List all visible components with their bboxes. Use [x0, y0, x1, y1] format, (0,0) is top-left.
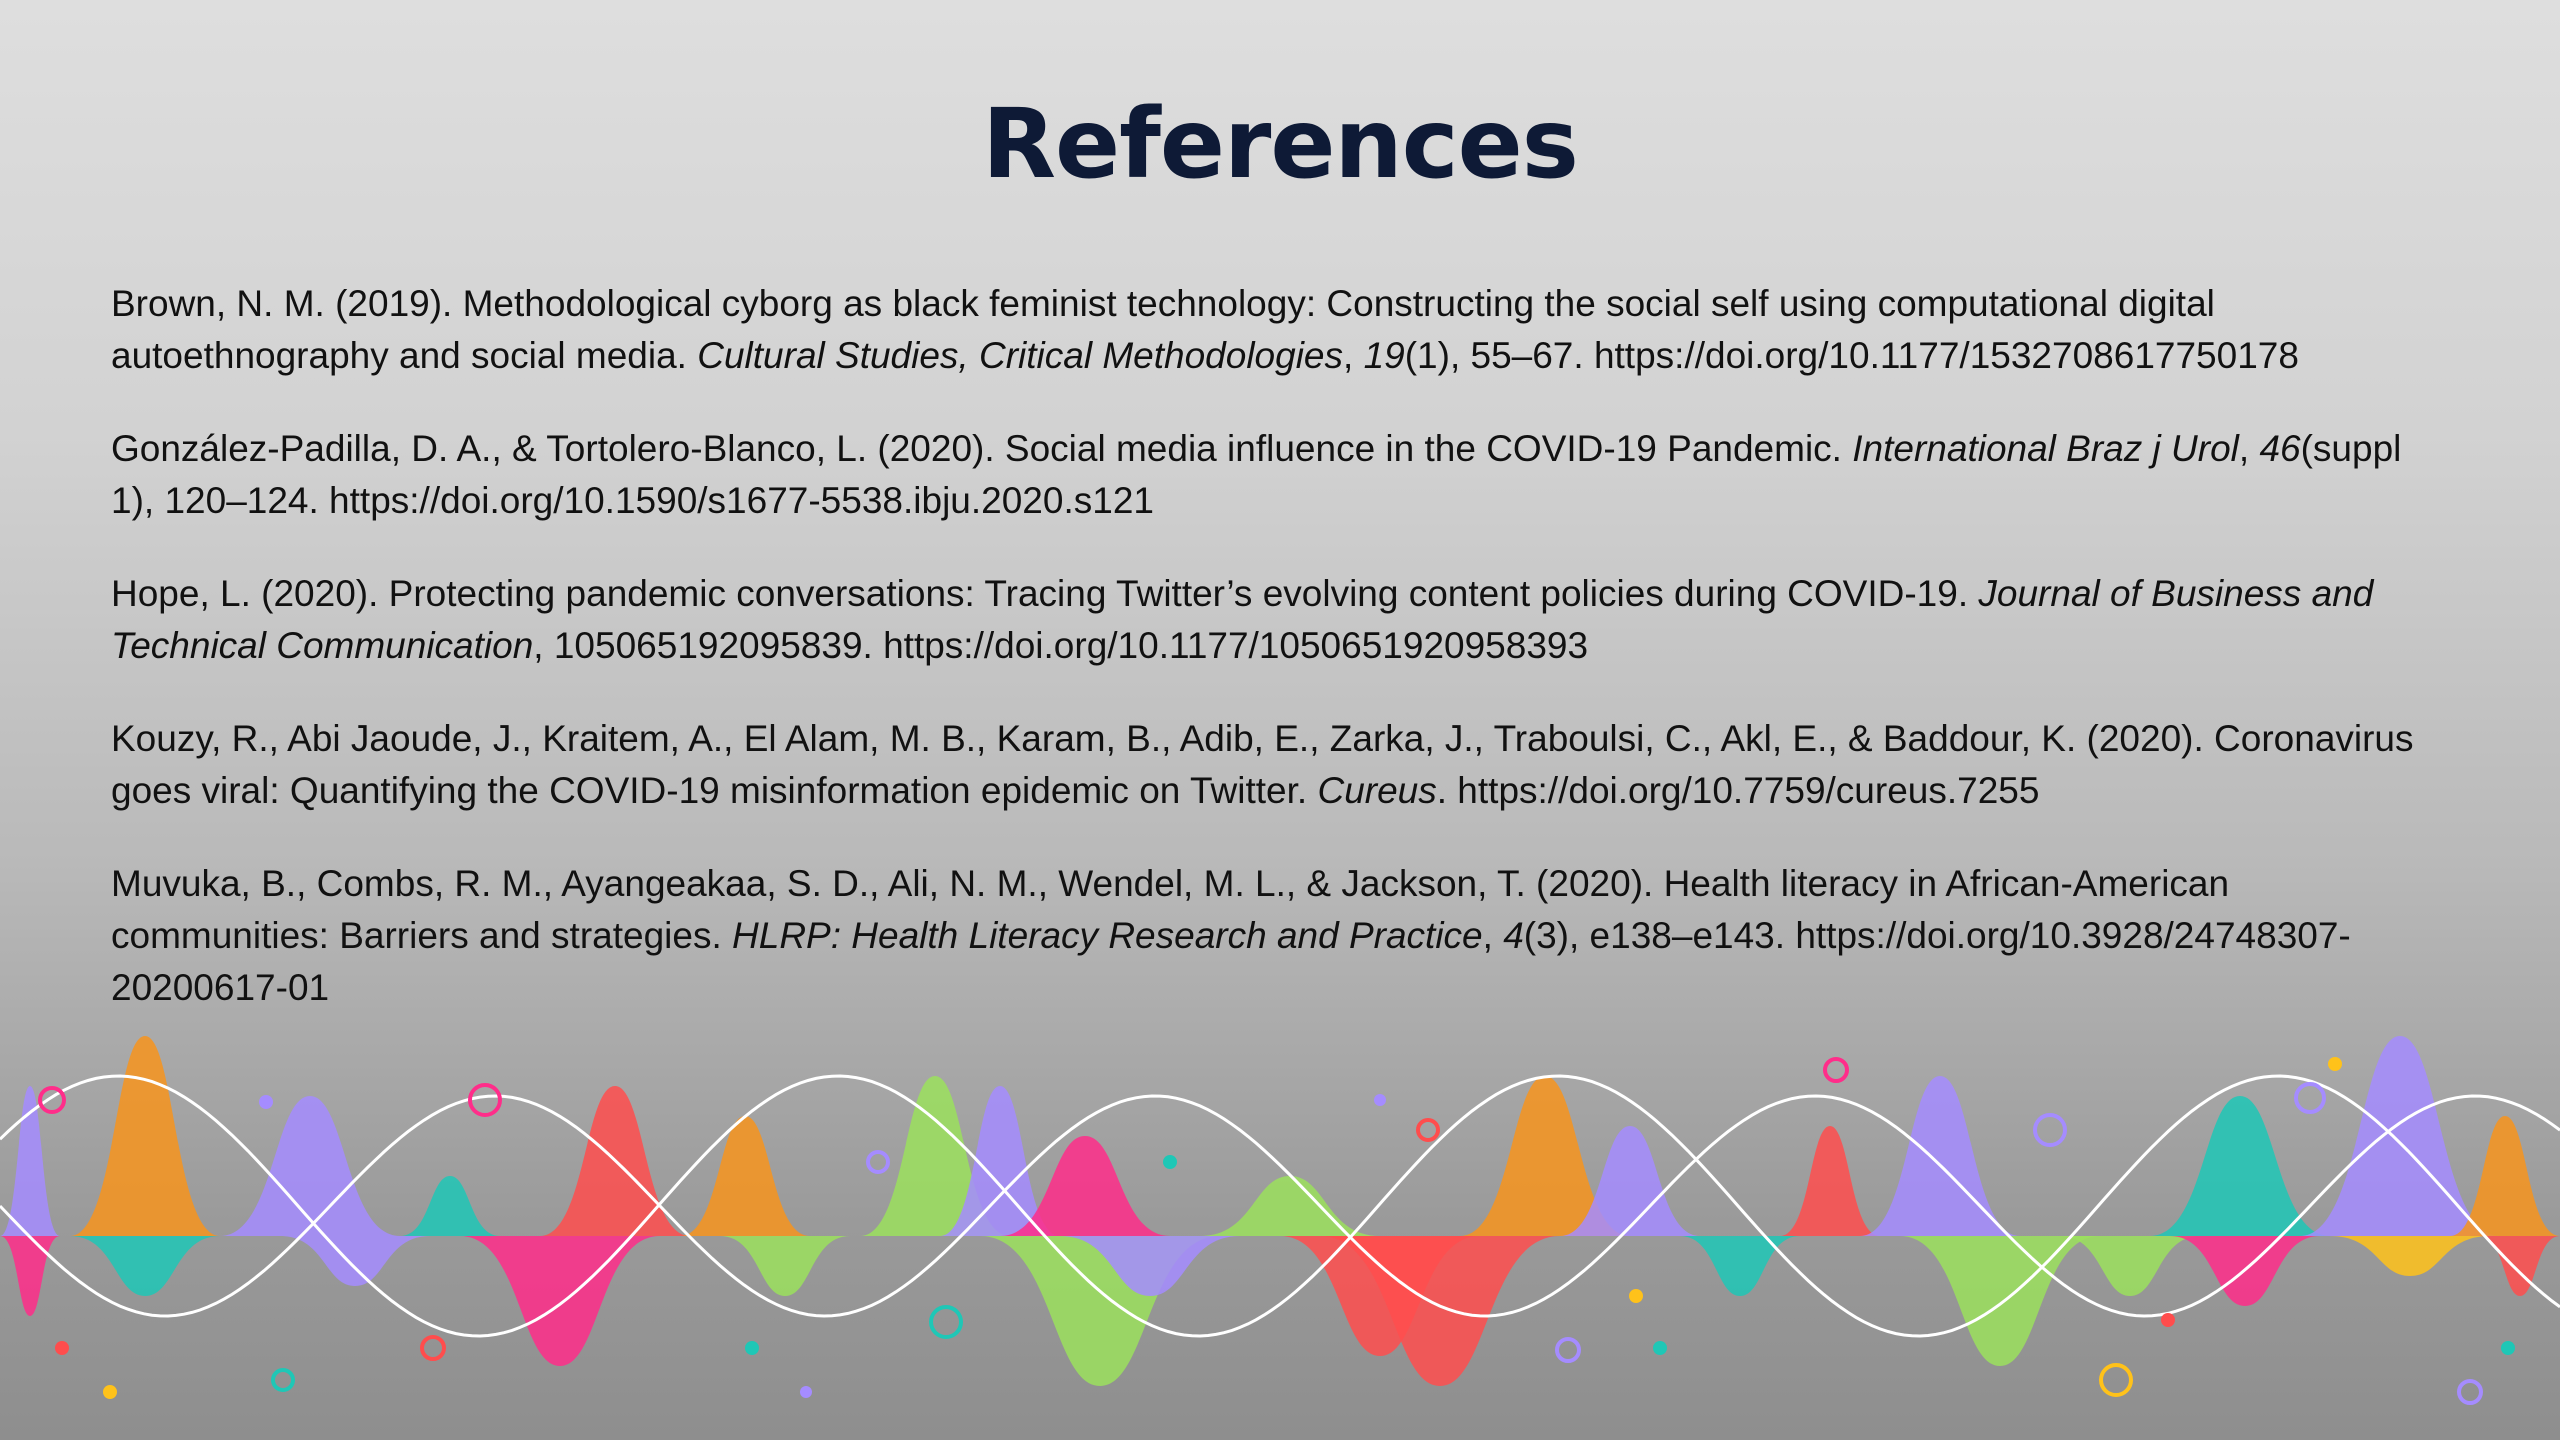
reference-text: (1), 55–67. https://doi.org/10.1177/1532… [1404, 335, 2299, 376]
decorative-dot [866, 1150, 890, 1174]
decorative-dot [2294, 1082, 2326, 1114]
decorative-dot [745, 1341, 759, 1355]
wave-blob [1900, 1236, 2100, 1366]
wave-blob [460, 1236, 660, 1366]
decorative-dot [929, 1305, 963, 1339]
wave-line [0, 1074, 2560, 1338]
page-title: References [982, 88, 1579, 200]
colorful-waves-decoration [0, 1036, 2560, 1405]
wave-blob [2060, 1236, 2200, 1296]
decorative-dot [38, 1086, 66, 1114]
wave-blob [680, 1116, 810, 1236]
reference-item: Brown, N. M. (2019). Methodological cybo… [111, 278, 2451, 382]
decorative-dot [55, 1341, 69, 1355]
journal-title: HLRP: Health Literacy Research and Pract… [732, 915, 1483, 956]
reference-text: Brown, N. M. (2019). Methodological cybo… [111, 283, 2215, 376]
decorative-dot [1823, 1057, 1849, 1083]
wave-blobs [0, 1036, 2560, 1386]
wave-lines [0, 1074, 2560, 1338]
reference-text: Hope, L. (2020). Protecting pandemic con… [111, 573, 1979, 614]
decorative-dot [259, 1095, 273, 1109]
wave-blob [1460, 1076, 1630, 1236]
wave-blob [1060, 1236, 1240, 1296]
wave-blob [720, 1236, 850, 1296]
decorative-dot [271, 1368, 295, 1392]
reference-text: , [1482, 915, 1504, 956]
decorative-dot [800, 1386, 812, 1398]
wave-blob [0, 1236, 60, 1316]
wave-line [0, 1094, 2560, 1318]
wave-blob [1680, 1236, 1800, 1296]
reference-text: . https://doi.org/10.7759/cureus.7255 [1436, 770, 2040, 811]
reference-item: Hope, L. (2020). Protecting pandemic con… [111, 568, 2451, 672]
reference-text: Muvuka, B., Combs, R. M., Ayangeakaa, S.… [111, 863, 2230, 956]
volume: 4 [1503, 915, 1524, 956]
wave-blob [1560, 1126, 1700, 1236]
wave-blob [2300, 1036, 2500, 1236]
reference-text: , [1343, 335, 1364, 376]
reference-text: Kouzy, R., Abi Jaoude, J., Kraitem, A., … [111, 718, 2414, 811]
wave-blob [280, 1236, 430, 1286]
decorative-dot [2501, 1341, 2515, 1355]
wave-blob [2330, 1236, 2490, 1276]
journal-title: International Braz j Urol [1852, 428, 2239, 469]
reference-text: , 105065192095839. https://doi.org/10.11… [533, 625, 1589, 666]
decorative-dot [2328, 1057, 2342, 1071]
decorative-dot [103, 1385, 117, 1399]
reference-text: (suppl 1), 120–124. https://doi.org/10.1… [111, 428, 2402, 521]
wave-blob [220, 1096, 400, 1236]
wave-blob [1780, 1126, 1880, 1236]
wave-blob [2450, 1116, 2560, 1236]
decorative-dot [1555, 1337, 1581, 1363]
volume: 19 [1363, 335, 1405, 376]
decorative-dot [1374, 1094, 1386, 1106]
reference-text: , [2238, 428, 2260, 469]
wave-blob [0, 1086, 60, 1236]
decorative-dot [1629, 1289, 1643, 1303]
wave-blob [400, 1176, 500, 1236]
wave-blob [70, 1036, 220, 1236]
reference-item: González-Padilla, D. A., & Tortolero-Bla… [111, 423, 2451, 527]
reference-item: Kouzy, R., Abi Jaoude, J., Kraitem, A., … [111, 713, 2451, 817]
decorative-dot [2033, 1113, 2067, 1147]
wave-blob [940, 1086, 1060, 1236]
reference-item: Muvuka, B., Combs, R. M., Ayangeakaa, S.… [111, 858, 2451, 1014]
decorative-dot [2099, 1363, 2133, 1397]
decorative-dot [420, 1335, 446, 1361]
reference-list: Brown, N. M. (2019). Methodological cybo… [111, 278, 2451, 1055]
wave-blob [1000, 1136, 1170, 1236]
decorative-dot [2457, 1379, 2483, 1405]
decorative-dot [1653, 1341, 1667, 1355]
wave-blob [70, 1236, 220, 1296]
wave-blob [1860, 1076, 2020, 1236]
journal-title: Cureus [1317, 770, 1437, 811]
volume: 46 [2259, 428, 2301, 469]
decorative-dot [2161, 1313, 2175, 1327]
wave-dots [38, 1057, 2515, 1405]
wave-blob [2150, 1096, 2330, 1236]
reference-text: (3), e138–e143. https://doi.org/10.3928/… [111, 915, 2351, 1008]
wave-blob [1320, 1236, 1560, 1386]
decorative-dot [468, 1083, 502, 1117]
journal-title: Cultural Studies, Critical Methodologies [697, 335, 1343, 376]
decorative-dot [1416, 1118, 1440, 1142]
journal-title: Journal of Business and Technical Commun… [111, 573, 2374, 666]
wave-blob [1200, 1176, 1380, 1236]
decorative-dot [1163, 1155, 1177, 1169]
reference-text: González-Padilla, D. A., & Tortolero-Bla… [111, 428, 1853, 469]
